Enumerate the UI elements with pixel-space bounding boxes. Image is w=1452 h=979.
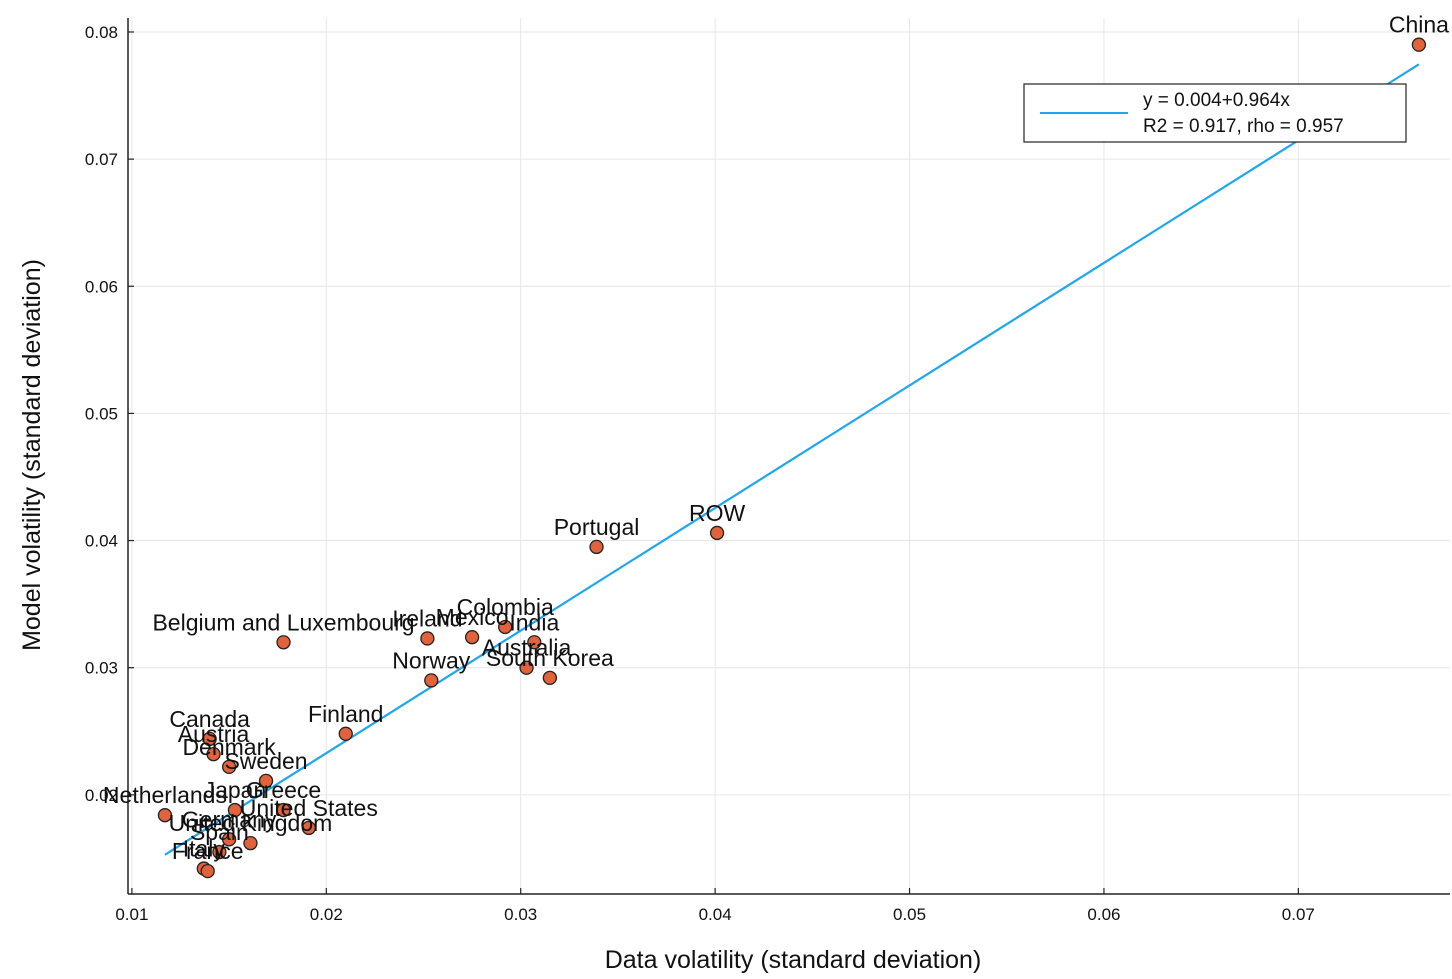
point-label-australia: Australia (482, 635, 572, 661)
point-label-ireland: Ireland (392, 605, 462, 631)
point-labels-group: China ROW Portugal ColombiaIndiaMexicoIrela… (103, 12, 1449, 864)
point-label-south-korea: South Korea (486, 645, 614, 671)
point-germany (221, 832, 237, 847)
x-tick-label-5: 0.06 (1087, 905, 1120, 924)
x-tick-label-1: 0.02 (310, 905, 343, 924)
point-netherlands (157, 808, 173, 823)
axes: 0.01 0.02 0.03 0.04 0.05 0.06 0.07 0.02 0.03 0.04… (85, 18, 1450, 924)
point-label-belgium-and-luxembourg: Belgium and Luxembourg (152, 609, 414, 635)
point-denmark (221, 759, 237, 775)
point-label-japan: Japan (204, 777, 267, 803)
point-france (200, 863, 215, 879)
point-greece (276, 802, 291, 818)
point-label-portugal: Portugal (554, 514, 640, 540)
y-tick-label-0: 0.02 (85, 786, 118, 805)
point-japan (227, 802, 243, 818)
point-label-united-states: United States (240, 795, 378, 821)
legend: y = 0.004+0.964x R2 = 0.917, rho = 0.957 (1023, 83, 1407, 143)
x-axis-title: Data volatility (standard deviation) (605, 946, 982, 974)
point-united-kingdom (243, 835, 258, 851)
point-label-colombia: Colombia (457, 594, 554, 620)
point-label-china: China (1389, 12, 1449, 38)
point-belgium-and-luxembourg (276, 635, 291, 650)
y-tick-label-3: 0.05 (85, 404, 118, 423)
point-canada (202, 731, 217, 747)
legend-line-2: R2 = 0.917, rho = 0.957 (1143, 116, 1344, 137)
point-label-canada: Canada (169, 706, 250, 732)
point-india (527, 635, 542, 650)
point-norway (424, 673, 439, 688)
fit-line-group (164, 63, 1420, 856)
y-tick-label-5: 0.07 (85, 150, 118, 169)
y-tick-label-6: 0.08 (85, 23, 118, 42)
point-label-mexico: Mexico (436, 604, 509, 630)
x-tick-label-3: 0.04 (699, 905, 732, 924)
point-finland (338, 726, 353, 741)
point-label-denmark: Denmark (182, 734, 276, 760)
point-sweden (258, 773, 274, 788)
y-tick-label-4: 0.06 (85, 277, 118, 296)
point-label-germany: Germany (182, 806, 277, 832)
point-label-united-kingdom: United Kingdom (169, 810, 333, 836)
point-label-france: France (172, 838, 244, 864)
point-colombia (498, 619, 513, 635)
point-label-norway: Norway (392, 647, 470, 673)
point-ireland (420, 631, 435, 646)
point-label-spain: Spain (190, 819, 249, 845)
point-label-greece: Greece (246, 777, 321, 803)
point-mexico (464, 630, 480, 645)
point-label-finland: Finland (308, 701, 383, 727)
point-spain (212, 844, 227, 860)
x-tick-label-2: 0.03 (504, 905, 537, 924)
point-label-italy: Italy (183, 836, 226, 862)
x-tick-label-0: 0.01 (115, 905, 148, 924)
y-tick-label-2: 0.04 (85, 532, 118, 551)
y-axis-title: Model volatility (standard deviation) (18, 259, 46, 651)
point-portugal (589, 539, 604, 555)
x-tick-label-4: 0.05 (893, 905, 926, 924)
point-south-korea (542, 670, 558, 686)
point-row (709, 525, 725, 541)
points-group (157, 37, 1427, 879)
point-label-austria: Austria (178, 721, 250, 747)
grid-lines (128, 18, 1450, 894)
legend-line-1: y = 0.004+0.964x (1143, 90, 1290, 111)
y-tick-label-1: 0.03 (85, 659, 118, 678)
point-label-netherlands: Netherlands (103, 782, 227, 808)
point-austria (206, 746, 221, 762)
fit-line (164, 63, 1420, 856)
point-china (1411, 37, 1427, 52)
point-united-states (301, 820, 316, 836)
point-label-sweden: Sweden (224, 748, 307, 774)
point-label-row: ROW (689, 500, 746, 526)
x-tick-label-6: 0.07 (1282, 905, 1315, 924)
point-label-india: India (509, 609, 559, 635)
point-australia (519, 660, 534, 675)
